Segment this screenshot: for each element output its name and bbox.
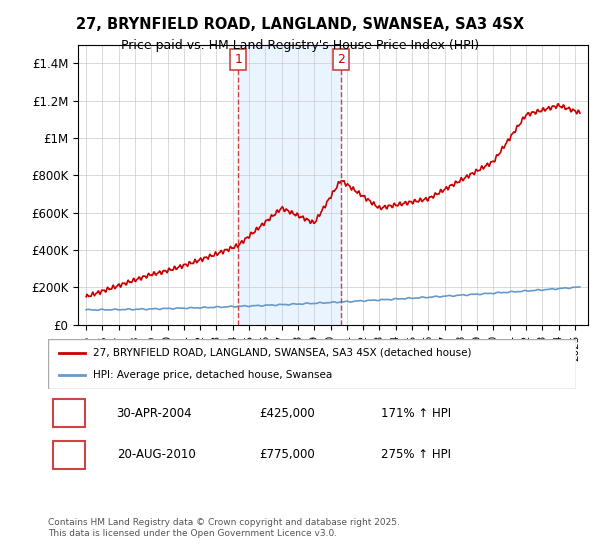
Text: 2: 2 xyxy=(65,449,73,461)
Text: 27, BRYNFIELD ROAD, LANGLAND, SWANSEA, SA3 4SX (detached house): 27, BRYNFIELD ROAD, LANGLAND, SWANSEA, S… xyxy=(93,348,472,358)
Text: £425,000: £425,000 xyxy=(259,407,315,420)
Text: 20-AUG-2010: 20-AUG-2010 xyxy=(116,449,196,461)
Text: HPI: Average price, detached house, Swansea: HPI: Average price, detached house, Swan… xyxy=(93,370,332,380)
Text: 1: 1 xyxy=(234,53,242,66)
Text: 27, BRYNFIELD ROAD, LANGLAND, SWANSEA, SA3 4SX: 27, BRYNFIELD ROAD, LANGLAND, SWANSEA, S… xyxy=(76,17,524,32)
Text: 1: 1 xyxy=(65,407,73,420)
Text: £775,000: £775,000 xyxy=(259,449,315,461)
Text: 2: 2 xyxy=(337,53,345,66)
Text: 275% ↑ HPI: 275% ↑ HPI xyxy=(380,449,451,461)
Text: 171% ↑ HPI: 171% ↑ HPI xyxy=(380,407,451,420)
Bar xyxy=(238,45,341,325)
Text: Contains HM Land Registry data © Crown copyright and database right 2025.
This d: Contains HM Land Registry data © Crown c… xyxy=(48,518,400,538)
Text: Price paid vs. HM Land Registry's House Price Index (HPI): Price paid vs. HM Land Registry's House … xyxy=(121,39,479,52)
FancyBboxPatch shape xyxy=(53,441,85,469)
FancyBboxPatch shape xyxy=(48,339,576,389)
Text: 30-APR-2004: 30-APR-2004 xyxy=(116,407,192,420)
FancyBboxPatch shape xyxy=(53,399,85,427)
